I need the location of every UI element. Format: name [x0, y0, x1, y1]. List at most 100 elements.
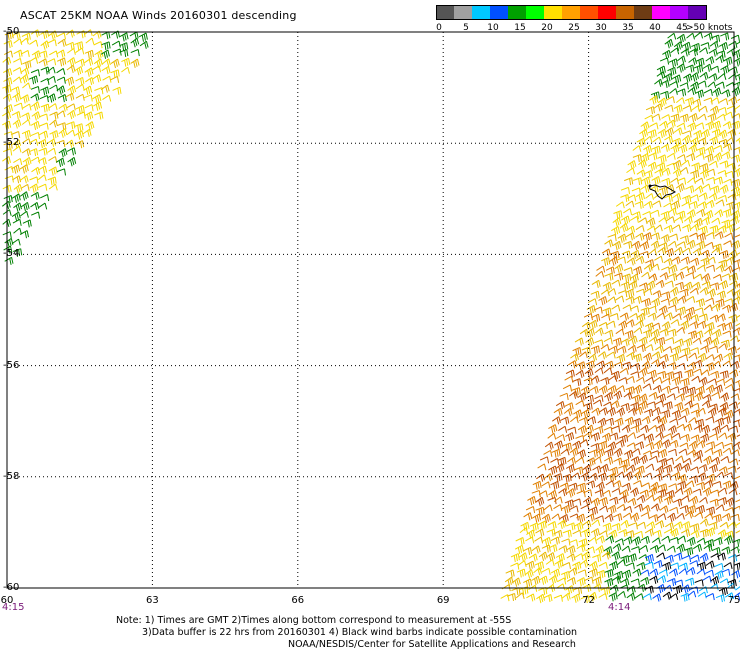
wind-barb [697, 352, 707, 363]
wind-barb [21, 32, 31, 41]
wind-barb [641, 504, 651, 513]
wind-barb [610, 250, 620, 260]
wind-barb [614, 272, 624, 281]
wind-barb [94, 87, 104, 95]
wind-barb [667, 32, 677, 40]
wind-barb [666, 152, 676, 160]
wind-barb [704, 447, 714, 455]
wind-barb [723, 178, 733, 186]
wind-barb [669, 439, 679, 448]
wind-barb [696, 240, 706, 250]
wind-barb [625, 288, 635, 298]
wind-barb [728, 425, 739, 433]
wind-barb [626, 167, 636, 175]
wind-barb [588, 472, 598, 481]
wind-barb [720, 65, 730, 75]
wind-barb [644, 528, 654, 537]
wind-barb [110, 69, 120, 79]
wind-barb [669, 568, 678, 577]
lon-label: 75 [727, 595, 740, 606]
wind-barb [644, 200, 653, 209]
wind-barb [102, 94, 112, 102]
wind-barb [626, 351, 636, 361]
wind-barb [627, 160, 637, 170]
wind-barb [525, 506, 536, 514]
wind-barb [616, 353, 626, 363]
wind-barb [12, 175, 22, 184]
wind-barb [56, 110, 66, 118]
wind-barb [542, 536, 552, 547]
wind-barb [631, 362, 641, 371]
wind-barb [21, 112, 31, 121]
colorbar-tick-label: 40 [649, 23, 661, 33]
lat-label: -54 [3, 248, 20, 260]
wind-barb [731, 178, 740, 188]
wind-barb [548, 574, 558, 585]
wind-barb [670, 319, 680, 327]
wind-barb [685, 64, 695, 73]
wind-barb [22, 138, 31, 146]
wind-barb [603, 546, 613, 556]
wind-barb [640, 512, 650, 520]
wind-barb [659, 353, 669, 363]
wind-barb [665, 96, 675, 104]
wind-barb [714, 562, 724, 571]
wind-barb [664, 280, 674, 288]
wind-barb [57, 122, 67, 131]
wind-barb [699, 71, 709, 81]
wind-barb [589, 385, 599, 395]
wind-barb [632, 568, 642, 577]
wind-barb [711, 546, 721, 555]
wind-barb [672, 192, 682, 202]
wind-barb [673, 552, 683, 561]
wind-barb [682, 134, 691, 145]
wind-barb [586, 304, 596, 315]
wind-barb [38, 58, 48, 67]
wind-barb [680, 528, 691, 537]
wind-barb [710, 370, 720, 379]
wind-barb [576, 361, 586, 371]
wind-barb [48, 156, 58, 164]
wind-barb [668, 264, 678, 274]
wind-barb [610, 370, 621, 380]
wind-barb [653, 495, 663, 504]
wind-barb [66, 147, 76, 156]
wind-barb [705, 264, 716, 272]
wind-barb [606, 351, 616, 359]
wind-barb [579, 351, 588, 359]
wind-barb [682, 457, 692, 465]
wind-barb [651, 351, 661, 360]
wind-barb [717, 225, 727, 234]
wind-barb [515, 592, 525, 600]
wind-barb [532, 513, 542, 523]
wind-barb [722, 512, 731, 522]
wind-barb [676, 33, 686, 44]
wind-barb [65, 139, 75, 148]
wind-barb [535, 528, 545, 537]
wind-barb [709, 345, 719, 353]
wind-barb [654, 168, 664, 177]
lat-label: -58 [3, 470, 20, 482]
wind-barb [730, 186, 740, 196]
wind-barb [658, 458, 668, 467]
wind-barb [647, 312, 657, 321]
wind-barb [516, 568, 526, 578]
wind-barb [572, 529, 582, 537]
wind-barb [681, 41, 691, 51]
wind-barb [651, 322, 661, 330]
wind-barb [687, 87, 697, 96]
wind-barb [40, 40, 50, 50]
wind-barb [687, 590, 697, 598]
wind-barb [596, 569, 606, 579]
wind-barb [693, 543, 703, 552]
wind-barb [721, 151, 731, 160]
wind-barb [733, 289, 740, 299]
wind-barb [38, 202, 48, 210]
wind-barb [686, 567, 696, 576]
wind-barb [656, 393, 667, 403]
wind-barb [19, 230, 29, 239]
wind-barb [632, 536, 641, 546]
wind-barb [719, 521, 729, 529]
wind-barb [712, 360, 722, 368]
wind-barb [572, 346, 582, 356]
